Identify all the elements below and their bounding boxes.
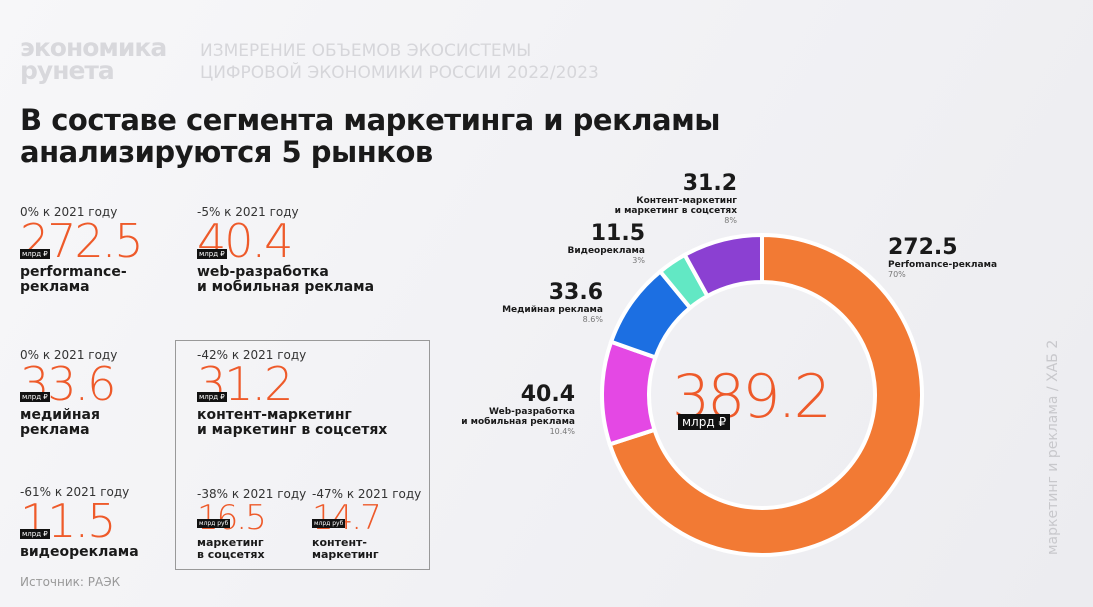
card: -61% к 2021 году 11.5 млрд ₽ видеореклама [20,485,139,560]
unit: млрд руб [312,519,346,528]
unit: млрд ₽ [197,392,227,402]
name: видеореклама [20,544,139,560]
name: медийная реклама [20,407,100,438]
unit: млрд ₽ [20,392,50,402]
card: 0% к 2021 году 33.6 млрд ₽ медийная реклама [20,348,117,438]
unit: млрд ₽ [20,249,50,259]
donut-label: 11.5 Видеореклама 3% [568,222,645,266]
donut-label: 272.5 Perfomance-реклама 70% [888,236,997,280]
name: контент- маркетинг [312,536,379,561]
total-unit: млрд ₽ [678,414,731,430]
donut-category: Web-разработка и мобильная реклама [461,407,575,427]
donut-category: Контент-маркетинг и маркетинг в соцсетях [614,196,737,216]
logo: экономика рунета [20,33,167,85]
donut-value: 31.2 [682,171,737,196]
donut-share: 8% [724,216,737,225]
change-label: -61% к 2021 году [20,485,130,499]
donut-label: 31.2 Контент-маркетинг и маркетинг в соцс… [615,172,737,226]
title: В составе сегмента маркетинга и рекламы … [20,103,721,169]
change-label: 0% к 2021 году [20,205,118,219]
name: контент-маркетинг и маркетинг в соцсетях [197,407,388,438]
change-label: 0% к 2021 году [20,348,118,362]
card: -47% к 2021 году 14.7 млрд руб контент- мар… [312,487,421,561]
donut-label: 33.6 Медийная реклама 8.6% [502,281,603,325]
donut-segment [607,232,924,557]
donut-share: 8.6% [582,315,603,324]
donut-value: 11.5 [590,221,645,246]
donut-value: 272.5 [888,235,958,260]
change-label: -47% к 2021 году [312,487,422,501]
donut-value: 40.4 [520,382,575,407]
card: 0% к 2021 году 272.5 млрд ₽ performance- ре… [20,205,144,295]
donut-segment [600,339,658,447]
card: -38% к 2021 году 16.5 млрд руб маркетинг в … [197,487,306,561]
value: 14.7 [312,498,382,538]
donut-share: 10.4% [549,427,575,436]
unit: млрд руб [197,519,231,528]
donut-category: Видеореклама [567,246,645,256]
donut-label: 40.4 Web-разработка и мобильная реклама 10… [461,383,575,437]
subtitle: ИЗМЕРЕНИЕ ОБЪЕМОВ ЭКОСИСТЕМЫ ЦИФРОВОЙ ЭК… [200,41,599,83]
value: 16.5 [197,498,267,538]
name: маркетинг в соцсетях [197,536,265,561]
unit: млрд ₽ [20,529,50,539]
donut-share: 70% [888,270,906,279]
donut-segment [682,232,764,299]
donut-category: Perfomance-реклама [888,260,998,270]
change-label: -38% к 2021 году [197,487,307,501]
unit: млрд ₽ [197,249,227,259]
name: performance- реклама [20,264,127,295]
card: -42% к 2021 году 31.2 млрд ₽ контент-маркет… [197,348,387,438]
source: Источник: РАЭК [20,575,121,589]
change-label: -5% к 2021 году [197,205,299,219]
donut-value: 33.6 [548,280,603,305]
donut-category: Медийная реклама [502,305,603,315]
change-label: -42% к 2021 году [197,348,307,362]
card: -5% к 2021 году 40.4 млрд ₽ web-разработка … [197,205,374,295]
card-group-box [175,340,430,570]
name: web-разработка и мобильная реклама [197,264,375,295]
donut-share: 3% [632,256,645,265]
